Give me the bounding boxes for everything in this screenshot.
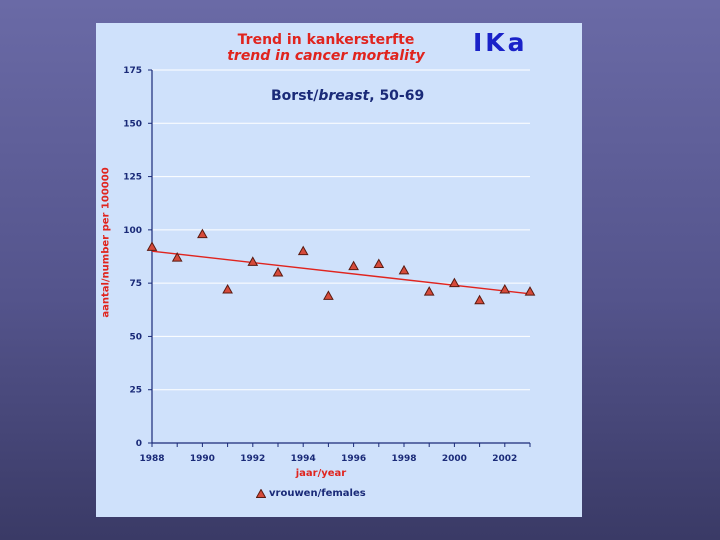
chart-title-english: trend in cancer mortality bbox=[227, 48, 425, 64]
subtitle-suffix: , 50-69 bbox=[369, 88, 425, 104]
data-point-triangle bbox=[373, 258, 385, 268]
data-point-triangle bbox=[423, 286, 435, 296]
x-tick-label: 1992 bbox=[240, 454, 265, 464]
subtitle-prefix: Borst/ bbox=[271, 88, 319, 104]
x-tick-label: 1990 bbox=[190, 454, 215, 464]
x-tick-label: 2002 bbox=[492, 454, 517, 464]
chart-panel: 0 25 50 75 100 125 150 175 1988 1990 1992 1994 1996 1… bbox=[96, 23, 582, 517]
x-tick-label: 1988 bbox=[139, 454, 164, 464]
legend-label: vrouwen/females bbox=[269, 488, 366, 499]
data-point-triangle bbox=[197, 228, 208, 239]
y-axis-label-text: aantal/number per 100000 bbox=[100, 167, 112, 318]
data-point-triangle bbox=[272, 266, 284, 277]
y-tick-label: 150 bbox=[123, 119, 142, 129]
data-point-triangle bbox=[323, 290, 334, 300]
x-tick-label: 1998 bbox=[391, 454, 416, 464]
data-point-triangle bbox=[348, 260, 359, 271]
data-point-triangle bbox=[222, 284, 233, 294]
data-point-triangle bbox=[499, 284, 511, 294]
y-tick-label: 0 bbox=[136, 439, 142, 449]
x-tick-label: 1994 bbox=[291, 454, 316, 464]
y-tick-label: 75 bbox=[129, 279, 142, 289]
chart-plot: 0 25 50 75 100 125 150 175 1988 1990 1992 1994 1996 1… bbox=[123, 66, 536, 464]
y-tick-label: 175 bbox=[123, 66, 142, 76]
data-point-triangle bbox=[449, 277, 460, 288]
data-point-triangle bbox=[474, 294, 485, 305]
chart-legend: vrouwen/females bbox=[255, 488, 366, 499]
data-point-triangle bbox=[247, 256, 259, 266]
ika-logo: IKa bbox=[473, 28, 528, 57]
y-tick-label: 125 bbox=[123, 173, 142, 183]
y-tick-label: 100 bbox=[123, 226, 142, 236]
trend-line bbox=[151, 250, 531, 295]
x-tick-label: 2000 bbox=[442, 454, 467, 464]
y-tick-label: 50 bbox=[129, 332, 142, 342]
chart-subtitle: Borst/breast, 50-69 bbox=[271, 88, 424, 104]
legend-triangle-icon bbox=[255, 488, 267, 498]
data-point-triangle bbox=[297, 245, 309, 256]
data-point-triangle bbox=[171, 252, 183, 262]
x-axis-label: jaar/year bbox=[295, 468, 347, 479]
subtitle-italic: breast bbox=[318, 88, 370, 104]
y-tick-label: 25 bbox=[129, 386, 142, 396]
x-tick-label: 1996 bbox=[341, 454, 366, 464]
data-point-triangle bbox=[146, 241, 158, 251]
data-point-triangle bbox=[398, 264, 410, 275]
chart-title-dutch: Trend in kankersterfte bbox=[237, 32, 415, 48]
data-point-triangle bbox=[524, 286, 536, 296]
